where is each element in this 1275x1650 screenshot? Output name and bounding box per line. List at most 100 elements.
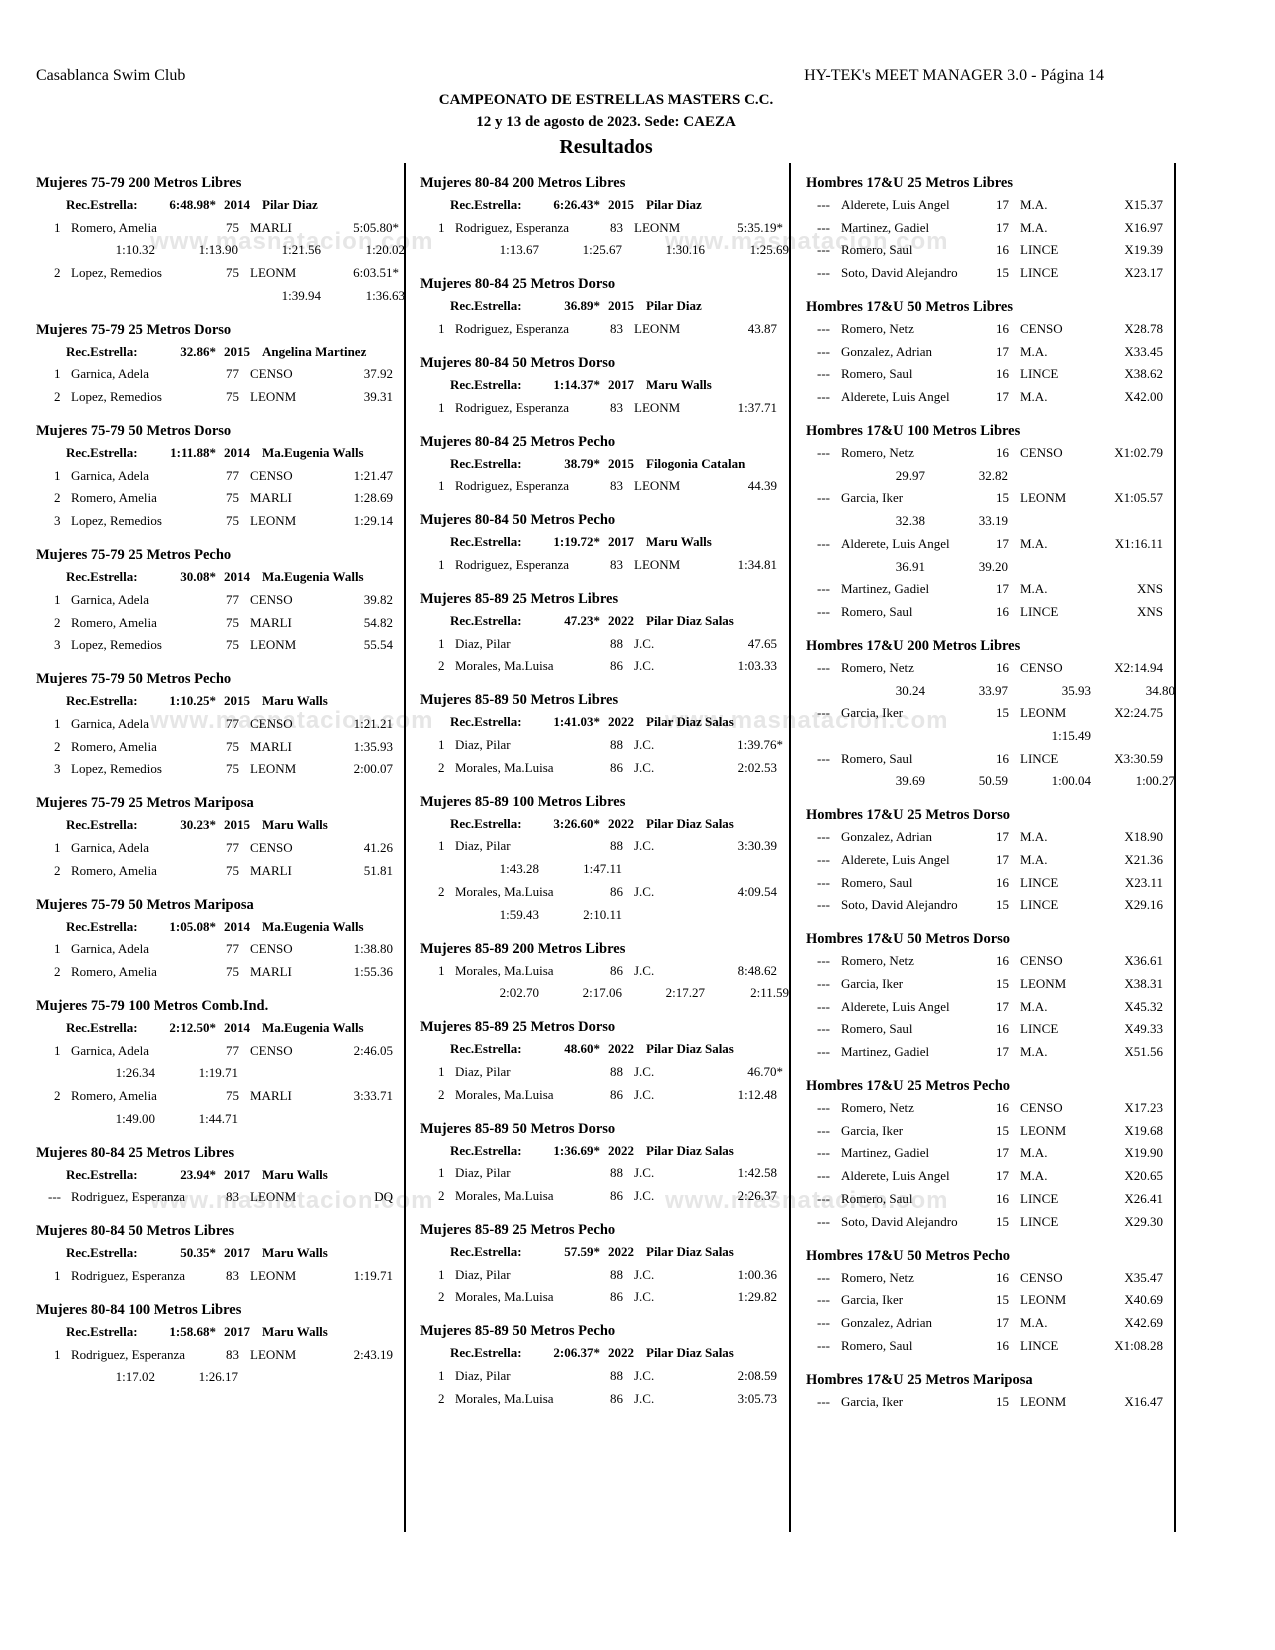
age: 17 bbox=[996, 581, 1009, 597]
result-row: --- Romero, Saul 16 LINCE X23.11 bbox=[806, 872, 1176, 895]
split-time: 50.59 bbox=[978, 773, 1008, 789]
event-title: Hombres 17&U 50 Metros Dorso bbox=[806, 931, 1011, 948]
swimmer-name: Morales, Ma.Luisa bbox=[455, 1289, 554, 1305]
swimmer-name: Garcia, Iker bbox=[841, 976, 904, 992]
results-column-3: Hombres 17&U 25 Metros Libres --- Alderete… bbox=[806, 173, 1176, 1426]
event-title: Mujeres 85-89 50 Metros Libres bbox=[420, 692, 619, 709]
record-line: Rec.Estrella: 30.23* 2015 Maru Walls bbox=[36, 814, 406, 837]
swimmer-name: Martinez, Gadiel bbox=[841, 219, 930, 235]
event-title: Hombres 17&U 50 Metros Pecho bbox=[806, 1247, 1011, 1264]
result-row: 2 Romero, Amelia 75 MARLI 1:28.69 bbox=[36, 487, 406, 510]
swimmer-name: Romero, Saul bbox=[841, 1337, 913, 1353]
splits-row: 1:26.34 1:19.71 bbox=[36, 1062, 406, 1085]
record-label: Rec.Estrella: bbox=[450, 197, 522, 212]
age: 86 bbox=[610, 1187, 623, 1203]
age: 75 bbox=[226, 389, 239, 405]
team: MARLI bbox=[250, 219, 292, 235]
age: 16 bbox=[996, 659, 1009, 675]
result-row: 2 Morales, Ma.Luisa 86 J.C. 1:29.82 bbox=[420, 1286, 790, 1309]
place: --- bbox=[817, 603, 830, 619]
final-time: 3:30.39 bbox=[737, 838, 777, 854]
event-block: Mujeres 80-84 50 Metros Pecho Rec.Estrell… bbox=[420, 510, 790, 576]
final-time: X3:30.59 bbox=[1114, 750, 1163, 766]
place: --- bbox=[817, 1145, 830, 1161]
split-time: 2:10.11 bbox=[583, 906, 622, 922]
place: 1 bbox=[54, 941, 61, 957]
swimmer-name: Garcia, Iker bbox=[841, 1292, 904, 1308]
team: LEONM bbox=[634, 557, 681, 573]
event-block: Mujeres 75-79 200 Metros Libres Rec.Estre… bbox=[36, 173, 406, 307]
split-time: 29.97 bbox=[895, 467, 925, 483]
swimmer-name: Morales, Ma.Luisa bbox=[455, 1390, 554, 1406]
result-row: 1 Morales, Ma.Luisa 86 J.C. 8:48.62 bbox=[420, 960, 790, 983]
place: --- bbox=[817, 366, 830, 382]
result-row: --- Alderete, Luis Angel 17 M.A. X42.00 bbox=[806, 386, 1176, 409]
event-title: Hombres 17&U 25 Metros Dorso bbox=[806, 807, 1011, 824]
final-time: 3:05.73 bbox=[737, 1390, 777, 1406]
team: CENSO bbox=[1020, 1269, 1063, 1285]
result-row: --- Garcia, Iker 15 LEONM X19.68 bbox=[806, 1120, 1176, 1143]
result-row: --- Gonzalez, Adrian 17 M.A. X33.45 bbox=[806, 341, 1176, 364]
team: CENSO bbox=[250, 591, 293, 607]
place: 2 bbox=[54, 490, 61, 506]
record-year: 2015 bbox=[608, 455, 634, 471]
age: 88 bbox=[610, 838, 623, 854]
watermark: www.masnatacion.com bbox=[150, 228, 434, 255]
event-title: Hombres 17&U 50 Metros Libres bbox=[806, 299, 1014, 316]
record-year: 2017 bbox=[224, 1245, 250, 1261]
age: 86 bbox=[610, 1390, 623, 1406]
record-holder: Maru Walls bbox=[262, 1166, 328, 1182]
event-block: Mujeres 85-89 25 Metros Libres Rec.Estrel… bbox=[420, 589, 790, 678]
final-time: X29.30 bbox=[1124, 1213, 1163, 1229]
team: LEONM bbox=[634, 399, 681, 415]
result-row: --- Garcia, Iker 15 LEONM X2:24.75 bbox=[806, 702, 1176, 725]
place: 2 bbox=[54, 1088, 61, 1104]
final-time: 37.92 bbox=[363, 366, 393, 382]
record-holder: Pilar Diaz Salas bbox=[646, 1243, 734, 1259]
swimmer-name: Alderete, Luis Angel bbox=[841, 389, 950, 405]
swimmer-name: Alderete, Luis Angel bbox=[841, 197, 950, 212]
swimmer-name: Morales, Ma.Luisa bbox=[455, 962, 554, 978]
place: 2 bbox=[438, 1187, 445, 1203]
team: CENSO bbox=[250, 839, 293, 855]
team: M.A. bbox=[1020, 197, 1048, 212]
split-time: 1:10.32 bbox=[115, 242, 155, 258]
team: J.C. bbox=[634, 1187, 655, 1203]
result-row: 1 Garnica, Adela 77 CENSO 1:21.21 bbox=[36, 713, 406, 736]
team: J.C. bbox=[634, 1063, 655, 1079]
place: 1 bbox=[438, 635, 445, 651]
place: 1 bbox=[438, 557, 445, 573]
record-holder: Ma.Eugenia Walls bbox=[262, 1019, 364, 1035]
swimmer-name: Morales, Ma.Luisa bbox=[455, 658, 554, 674]
event-title: Hombres 17&U 25 Metros Libres bbox=[806, 175, 1014, 191]
age: 16 bbox=[996, 1190, 1009, 1206]
age: 86 bbox=[610, 658, 623, 674]
event-title: Hombres 17&U 25 Metros Pecho bbox=[806, 1078, 1011, 1095]
result-row: 1 Garnica, Adela 77 CENSO 37.92 bbox=[36, 363, 406, 386]
place: 2 bbox=[438, 759, 445, 775]
record-year: 2014 bbox=[224, 445, 250, 461]
swimmer-name: Romero, Netz bbox=[841, 953, 914, 969]
result-row: 1 Diaz, Pilar 88 J.C. 1:39.76* bbox=[420, 734, 790, 757]
result-row: --- Soto, David Alejandro 15 LINCE X29.16 bbox=[806, 894, 1176, 917]
record-holder: Maru Walls bbox=[646, 534, 712, 550]
result-row: --- Gonzalez, Adrian 17 M.A. X18.90 bbox=[806, 826, 1176, 849]
swimmer-name: Lopez, Remedios bbox=[71, 265, 162, 281]
swimmer-name: Rodriguez, Esperanza bbox=[455, 557, 570, 573]
split-time: 1:44.71 bbox=[198, 1110, 238, 1126]
final-time: X35.47 bbox=[1124, 1269, 1163, 1285]
age: 16 bbox=[996, 445, 1009, 461]
event-title: Mujeres 85-89 50 Metros Dorso bbox=[420, 1120, 616, 1137]
final-time: 1:55.36 bbox=[353, 963, 393, 979]
age: 83 bbox=[226, 1268, 239, 1284]
record-year: 2017 bbox=[224, 1324, 250, 1340]
place: --- bbox=[817, 1213, 830, 1229]
record-holder: Ma.Eugenia Walls bbox=[262, 569, 364, 585]
event-block: Mujeres 80-84 25 Metros Dorso Rec.Estrell… bbox=[420, 274, 790, 340]
result-row: 1 Rodriguez, Esperanza 83 LEONM 1:19.71 bbox=[36, 1265, 406, 1288]
record-label: Rec.Estrella: bbox=[450, 1041, 522, 1057]
age: 16 bbox=[996, 1269, 1009, 1285]
place: --- bbox=[817, 1021, 830, 1037]
record-time: 1:58.68* bbox=[169, 1324, 216, 1340]
record-time: 2:12.50* bbox=[169, 1019, 216, 1035]
